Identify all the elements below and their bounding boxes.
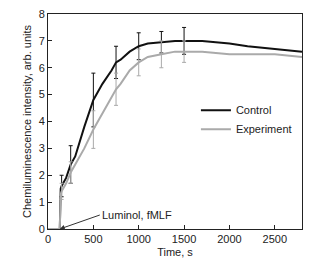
svg-text:3: 3 xyxy=(39,142,45,154)
svg-text:5: 5 xyxy=(39,88,45,100)
svg-text:Luminol, fMLF: Luminol, fMLF xyxy=(102,209,172,221)
svg-text:1000: 1000 xyxy=(126,233,150,245)
svg-text:7: 7 xyxy=(39,35,45,47)
svg-text:6: 6 xyxy=(39,62,45,74)
svg-text:Time, s: Time, s xyxy=(157,246,193,258)
svg-text:2000: 2000 xyxy=(217,233,241,245)
svg-text:500: 500 xyxy=(84,233,102,245)
svg-text:Experiment: Experiment xyxy=(236,123,292,135)
svg-text:4: 4 xyxy=(39,115,45,127)
svg-text:0: 0 xyxy=(45,233,51,245)
svg-text:8: 8 xyxy=(39,8,45,20)
svg-text:0: 0 xyxy=(39,223,45,235)
svg-text:Control: Control xyxy=(236,104,271,116)
svg-text:1500: 1500 xyxy=(172,233,196,245)
svg-text:2500: 2500 xyxy=(263,233,287,245)
svg-text:Chemiluminescence intensity, a: Chemiluminescence intensity, arb. units xyxy=(21,25,33,218)
svg-text:2: 2 xyxy=(39,169,45,181)
svg-text:1: 1 xyxy=(39,196,45,208)
